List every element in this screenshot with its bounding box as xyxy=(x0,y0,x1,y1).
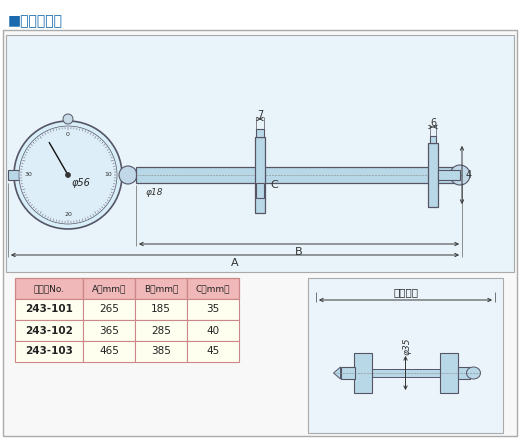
Text: 265: 265 xyxy=(99,304,119,314)
Bar xyxy=(135,320,187,341)
Text: 6: 6 xyxy=(430,118,436,128)
Bar xyxy=(428,143,438,207)
Bar xyxy=(308,278,503,433)
Bar xyxy=(135,341,187,362)
Bar xyxy=(354,353,371,393)
Text: 45: 45 xyxy=(206,347,219,356)
Text: 243-101: 243-101 xyxy=(25,304,73,314)
Bar xyxy=(430,136,436,143)
Text: φ18: φ18 xyxy=(145,188,163,197)
Bar xyxy=(135,299,187,320)
Bar xyxy=(6,35,514,272)
Text: 30: 30 xyxy=(24,172,32,177)
Circle shape xyxy=(119,166,137,184)
Text: 385: 385 xyxy=(151,347,171,356)
Bar xyxy=(15,299,83,320)
Text: 465: 465 xyxy=(99,347,119,356)
Bar xyxy=(341,367,355,379)
Bar xyxy=(83,299,135,320)
Bar xyxy=(83,320,135,341)
Circle shape xyxy=(450,165,470,185)
Bar xyxy=(135,278,187,299)
Bar xyxy=(15,278,83,299)
Bar xyxy=(371,369,439,377)
Circle shape xyxy=(66,172,71,177)
Text: C: C xyxy=(270,180,278,190)
Bar xyxy=(83,278,135,299)
Text: A: A xyxy=(231,258,239,268)
Text: 243-103: 243-103 xyxy=(25,347,73,356)
Circle shape xyxy=(63,114,73,124)
Text: C（mm）: C（mm） xyxy=(196,284,230,293)
Bar xyxy=(187,320,239,341)
Bar xyxy=(187,299,239,320)
Bar xyxy=(458,367,470,379)
Ellipse shape xyxy=(466,367,480,379)
Bar xyxy=(256,183,264,198)
Bar xyxy=(15,320,83,341)
Polygon shape xyxy=(333,367,341,379)
Bar xyxy=(255,137,265,213)
Text: B（mm）: B（mm） xyxy=(144,284,178,293)
Bar xyxy=(187,278,239,299)
Bar xyxy=(439,353,458,393)
Text: 測定範囲: 測定範囲 xyxy=(393,287,418,297)
Text: 243-102: 243-102 xyxy=(25,325,73,336)
Text: コードNo.: コードNo. xyxy=(33,284,64,293)
Text: 40: 40 xyxy=(206,325,219,336)
Bar xyxy=(136,167,462,183)
Text: 7: 7 xyxy=(257,110,263,120)
Text: ■外観寸法図: ■外観寸法図 xyxy=(8,14,63,28)
Bar xyxy=(8,170,19,180)
Text: 4: 4 xyxy=(466,170,472,180)
Bar xyxy=(15,341,83,362)
Bar xyxy=(187,341,239,362)
Text: φ56: φ56 xyxy=(72,178,91,188)
Text: 0: 0 xyxy=(66,132,70,138)
Circle shape xyxy=(19,126,117,224)
Bar xyxy=(256,129,264,137)
Text: A（mm）: A（mm） xyxy=(92,284,126,293)
Circle shape xyxy=(14,121,122,229)
Bar xyxy=(438,170,460,180)
Bar xyxy=(83,341,135,362)
Text: 20: 20 xyxy=(64,213,72,217)
Text: 185: 185 xyxy=(151,304,171,314)
Text: φ35: φ35 xyxy=(403,337,412,355)
Text: 10: 10 xyxy=(104,172,112,177)
Text: 365: 365 xyxy=(99,325,119,336)
Text: 285: 285 xyxy=(151,325,171,336)
Text: B: B xyxy=(295,247,303,257)
Text: 35: 35 xyxy=(206,304,219,314)
